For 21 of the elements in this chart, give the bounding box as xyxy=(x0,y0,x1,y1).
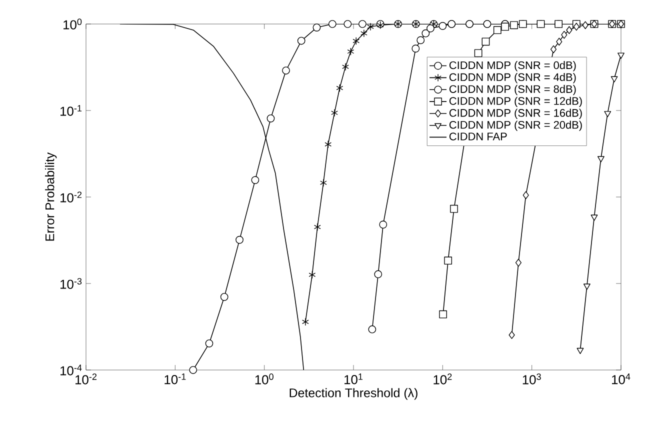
x-tick-label: 10$^{-2}$ xyxy=(76,374,97,384)
legend-label: CIDDN MDP (SNR = 12dB) xyxy=(449,96,582,108)
x-tick-label: 10$^{4}$ xyxy=(612,374,630,384)
y-axis-title: Error Probability xyxy=(45,152,57,241)
x-tick-label: 10$^{3}$ xyxy=(522,374,541,384)
legend-label: CIDDN MDP (SNR = 4dB) xyxy=(449,72,576,84)
x-tick-label: 10$^{2}$ xyxy=(434,374,452,384)
legend-label: CIDDN MDP (SNR = 16dB) xyxy=(449,108,582,119)
y-tick-label: 10$^{-4}$ xyxy=(60,364,82,376)
y-tick-label: 10$^{-3}$ xyxy=(60,278,82,289)
x-tick-label: 10$^{0}$ xyxy=(255,374,274,384)
legend-label: CIDDN MDP (SNR = 20dB) xyxy=(449,120,582,131)
y-tick-label: 10$^{-2}$ xyxy=(60,192,82,202)
legend-label: CIDDN MDP (SNR = 0dB) xyxy=(449,61,576,72)
x-axis-title: Detection Threshold (λ) xyxy=(290,388,418,400)
legend-label: CIDDN FAP xyxy=(449,132,507,140)
x-tick-label: 10$^{1}$ xyxy=(344,374,363,384)
y-tick-label: 10$^{0}$ xyxy=(64,18,82,30)
legend-label: CIDDN MDP (SNR = 8dB) xyxy=(449,84,576,96)
x-tick-label: 10$^{-1}$ xyxy=(164,374,186,384)
y-tick-label: 10$^{-1}$ xyxy=(60,105,82,116)
